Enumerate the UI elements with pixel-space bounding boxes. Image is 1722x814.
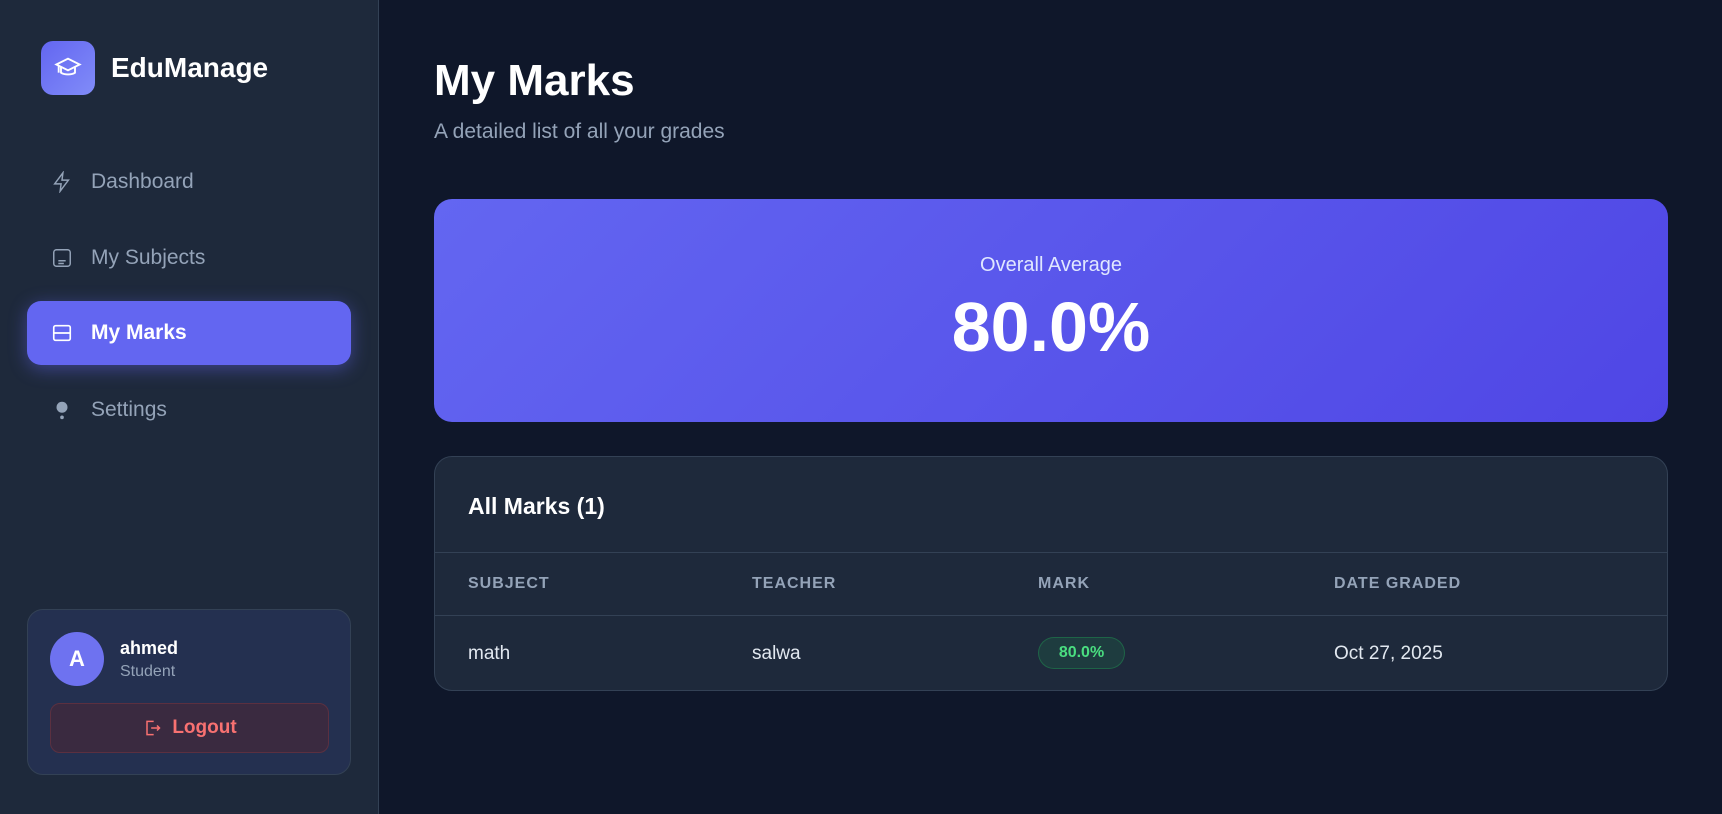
cell-date: Oct 27, 2025 — [1334, 643, 1443, 664]
gear-icon — [56, 401, 68, 420]
user-card: A ahmed Student Logout — [27, 609, 351, 775]
overall-average-label: Overall Average — [980, 254, 1122, 276]
column-header-date: DATE GRADED — [1334, 575, 1462, 592]
logout-button[interactable]: Logout — [50, 703, 329, 753]
cell-subject: math — [468, 643, 511, 664]
user-name: ahmed — [120, 638, 179, 658]
cell-teacher: salwa — [752, 643, 801, 664]
overall-average-value: 80.0% — [951, 288, 1151, 366]
sidebar-item-label: My Marks — [91, 321, 187, 344]
mark-badge: 80.0% — [1038, 637, 1125, 669]
divider — [435, 615, 1667, 616]
sidebar-item-label: Dashboard — [91, 170, 194, 193]
marks-heading: All Marks (1) — [468, 493, 605, 519]
sidebar-item-my-marks[interactable]: My Marks — [27, 301, 351, 365]
overall-average-banner: Overall Average 80.0% — [434, 199, 1668, 422]
book-icon — [53, 249, 71, 267]
user-role: Student — [120, 663, 176, 680]
column-header-subject: SUBJECT — [468, 575, 550, 592]
marks-table-card: All Marks (1) SUBJECT TEACHER MARK DATE … — [434, 456, 1668, 691]
divider — [435, 552, 1667, 553]
graduation-cap-icon — [41, 41, 95, 95]
lightning-icon — [53, 171, 70, 193]
avatar: A — [50, 632, 104, 686]
sidebar-item-settings[interactable]: Settings — [27, 378, 351, 442]
app-name: EduManage — [111, 52, 269, 83]
logout-label: Logout — [172, 717, 237, 738]
sidebar-item-dashboard[interactable]: Dashboard — [27, 150, 351, 214]
column-header-teacher: TEACHER — [752, 575, 837, 592]
sidebar-item-label: My Subjects — [91, 246, 206, 269]
logout-icon — [146, 720, 161, 736]
column-header-mark: MARK — [1038, 575, 1090, 592]
sidebar: EduManage Dashboard My Subjects My Marks… — [0, 0, 379, 814]
sidebar-item-my-subjects[interactable]: My Subjects — [27, 226, 351, 290]
card-icon — [52, 324, 72, 342]
page-subtitle: A detailed list of all your grades — [434, 120, 725, 143]
sidebar-item-label: Settings — [91, 398, 167, 421]
page-title: My Marks — [434, 56, 635, 105]
